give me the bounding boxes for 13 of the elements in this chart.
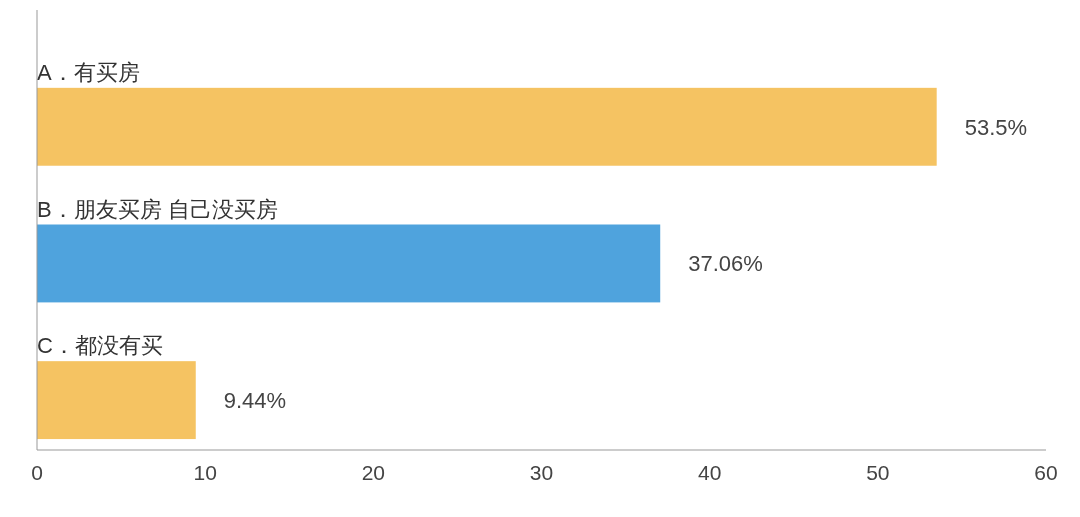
data-label: 37.06% (688, 251, 763, 277)
x-tick-label: 0 (31, 461, 43, 484)
x-tick-label: 50 (866, 461, 890, 484)
y-tick-label: C．都没有买 (37, 333, 163, 359)
y-tick-label: A．有买房 (37, 59, 140, 85)
y-tick-label: B．朋友买房 自己没买房 (37, 196, 278, 222)
x-tick-label: 60 (1034, 461, 1058, 484)
x-tick-label: 20 (361, 461, 386, 484)
data-label: 53.5% (964, 114, 1028, 140)
x-tick-label: 40 (697, 461, 722, 484)
x-tick-label: 30 (529, 461, 554, 484)
data-label: 9.44% (223, 388, 287, 414)
x-tick-label: 10 (193, 461, 217, 484)
